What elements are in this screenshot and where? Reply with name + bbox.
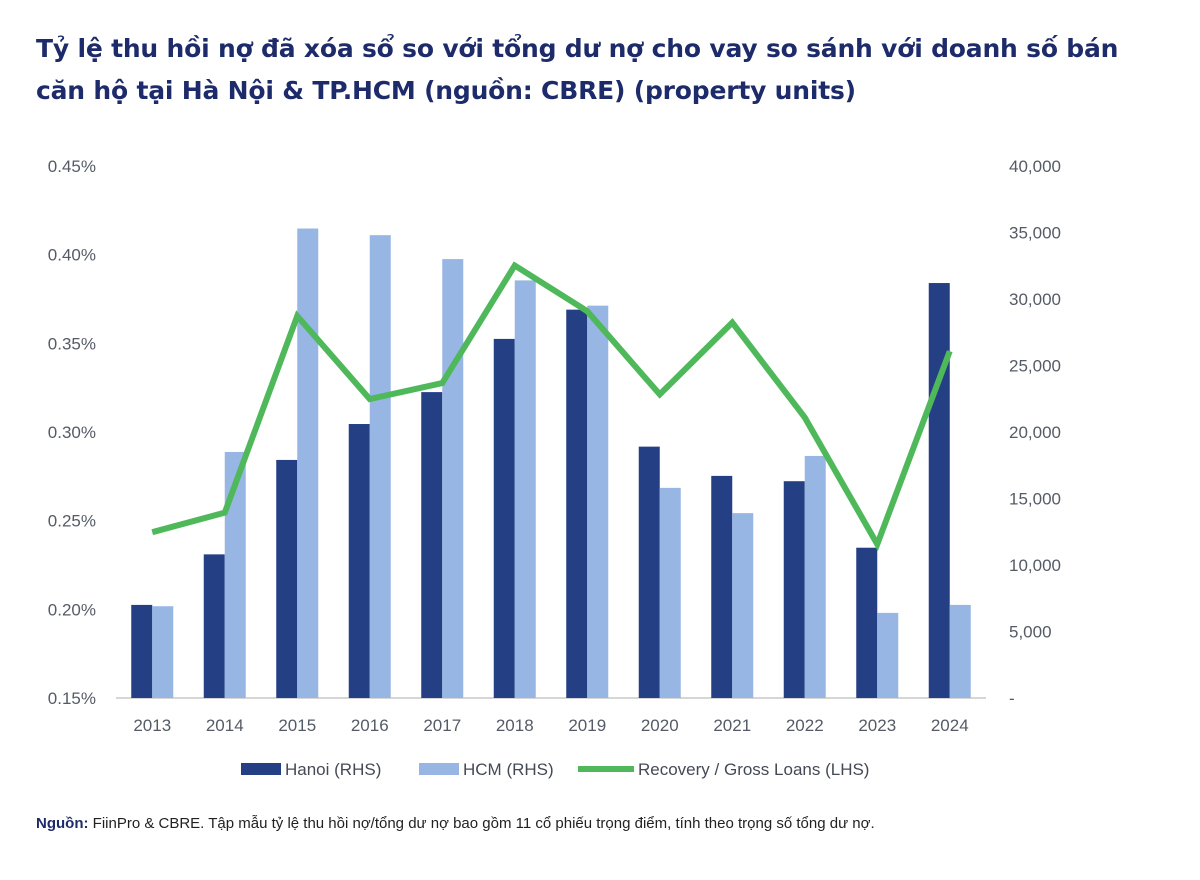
right-tick-label: 25,000	[1009, 357, 1061, 376]
bar-hanoi	[711, 475, 733, 698]
bar-hcm	[804, 455, 826, 698]
left-tick-label: 0.30%	[48, 423, 96, 442]
bar-hanoi	[348, 424, 370, 698]
right-tick-label: 10,000	[1009, 556, 1061, 575]
bar-series	[131, 228, 971, 698]
source-text: FiinPro & CBRE. Tập mẫu tỷ lệ thu hồi nợ…	[88, 815, 875, 832]
left-axis-ticks: 0.15% 0.20% 0.25% 0.30% 0.35% 0.40% 0.45%	[48, 157, 96, 708]
x-tick-label: 2013	[133, 716, 171, 735]
right-tick-label: 30,000	[1009, 290, 1061, 309]
bar-hanoi	[131, 604, 153, 698]
bar-hcm	[659, 487, 681, 698]
bar-hanoi	[493, 338, 515, 698]
right-tick-label: 15,000	[1009, 490, 1061, 509]
x-tick-label: 2024	[931, 716, 969, 735]
legend: Hanoi (RHS) HCM (RHS) Recovery / Gross Loa…	[241, 760, 869, 779]
x-tick-label: 2016	[351, 716, 389, 735]
source-label: Nguồn:	[36, 815, 89, 832]
bar-hcm	[877, 612, 899, 698]
bar-hcm	[732, 513, 754, 698]
bar-hcm	[514, 280, 536, 698]
left-tick-label: 0.15%	[48, 689, 96, 708]
legend-swatch-hanoi	[241, 763, 281, 775]
right-tick-label: 20,000	[1009, 423, 1061, 442]
left-tick-label: 0.20%	[48, 600, 96, 619]
x-tick-label: 2019	[568, 716, 606, 735]
left-tick-label: 0.40%	[48, 246, 96, 265]
right-tick-label: 5,000	[1009, 623, 1052, 642]
right-tick-label: 40,000	[1009, 157, 1061, 176]
recovery-line	[151, 261, 953, 552]
right-tick-label: 35,000	[1009, 224, 1061, 243]
legend-label: Hanoi (RHS)	[285, 760, 381, 779]
x-tick-label: 2014	[206, 716, 244, 735]
bar-hanoi	[928, 283, 950, 698]
line-series	[151, 261, 953, 552]
bar-hcm	[152, 606, 174, 698]
bar-hcm	[297, 228, 319, 698]
bar-hanoi	[276, 459, 298, 698]
legend-label: HCM (RHS)	[463, 760, 554, 779]
x-tick-label: 2021	[713, 716, 751, 735]
x-tick-label: 2022	[786, 716, 824, 735]
left-tick-label: 0.35%	[48, 334, 96, 353]
source-note: Nguồn: FiinPro & CBRE. Tập mẫu tỷ lệ thu…	[36, 815, 1176, 832]
right-tick-label: -	[1009, 689, 1015, 708]
x-axis-ticks: 2013 2014 2015 2016 2017 2018 2019 2020 2021 2022…	[133, 716, 968, 735]
bar-hanoi	[638, 446, 660, 698]
left-tick-label: 0.25%	[48, 512, 96, 531]
bar-hcm	[369, 235, 391, 698]
x-tick-label: 2020	[641, 716, 679, 735]
left-tick-label: 0.45%	[48, 157, 96, 176]
legend-swatch-hcm	[419, 763, 459, 775]
bar-hanoi	[421, 392, 443, 698]
bar-hcm	[949, 604, 971, 698]
x-tick-label: 2023	[858, 716, 896, 735]
bar-hcm	[587, 305, 609, 698]
x-tick-label: 2018	[496, 716, 534, 735]
bar-hanoi	[566, 309, 588, 698]
bar-hanoi	[203, 554, 225, 698]
chart-title: Tỷ lệ thu hồi nợ đã xóa sổ so với tổng d…	[36, 34, 1119, 105]
bar-hanoi	[856, 547, 878, 698]
bar-hanoi	[783, 481, 805, 698]
right-axis-ticks: - 5,000 10,000 15,000 20,000 25,000 30,000 35,0…	[1009, 157, 1061, 708]
bar-hcm	[442, 259, 464, 698]
x-tick-label: 2017	[423, 716, 461, 735]
x-tick-label: 2015	[278, 716, 316, 735]
bar-hcm	[224, 451, 246, 698]
legend-label: Recovery / Gross Loans (LHS)	[638, 760, 869, 779]
